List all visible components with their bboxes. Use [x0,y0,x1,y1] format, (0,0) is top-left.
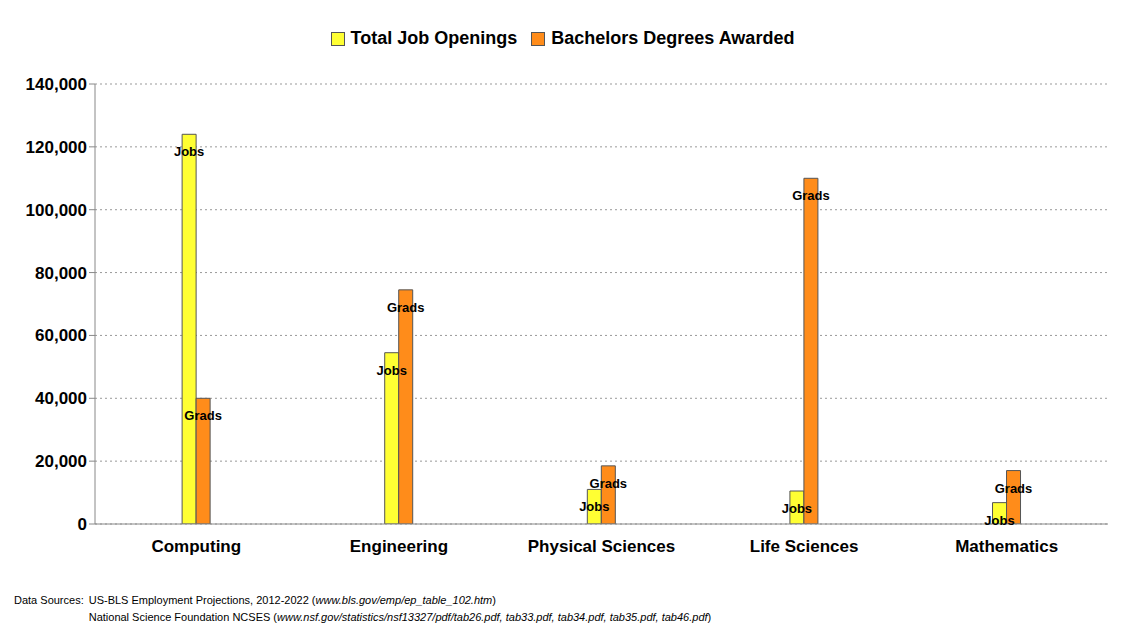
svg-text:Physical Sciences: Physical Sciences [528,537,675,556]
svg-text:Grads: Grads [184,408,222,423]
svg-text:20,000: 20,000 [35,452,87,471]
svg-text:120,000: 120,000 [26,138,87,157]
svg-text:Mathematics: Mathematics [955,537,1058,556]
svg-text:100,000: 100,000 [26,201,87,220]
svg-text:Grads: Grads [387,300,425,315]
html-text:Bachelors Degrees Awarded: Bachelors Degrees Awarded [551,28,795,48]
svg-text:Grads: Grads [995,481,1033,496]
svg-text:Jobs: Jobs [377,363,407,378]
svg-text:Grads: Grads [590,476,628,491]
svg-text:Life Sciences: Life Sciences [750,537,859,556]
svg-text:Engineering: Engineering [350,537,448,556]
html-text:National Science Foundation NC: National Science Foundation NCSES (www.n… [88,611,712,623]
svg-text:80,000: 80,000 [35,264,87,283]
svg-text:Jobs: Jobs [984,513,1014,528]
html-text:Data Sources: US-BLS Employmen: Data Sources: US-BLS Employment Projecti… [14,594,496,606]
svg-text:0: 0 [78,515,87,534]
svg-text:60,000: 60,000 [35,326,87,345]
svg-text:Jobs: Jobs [782,501,812,516]
svg-text:140,000: 140,000 [26,75,87,94]
svg-text:Grads: Grads [792,188,830,203]
svg-text:Computing: Computing [151,537,241,556]
svg-text:Jobs: Jobs [579,499,609,514]
html-text:Total Job Openings: Total Job Openings [350,28,518,48]
svg-text:Jobs: Jobs [174,144,204,159]
svg-text:40,000: 40,000 [35,389,87,408]
